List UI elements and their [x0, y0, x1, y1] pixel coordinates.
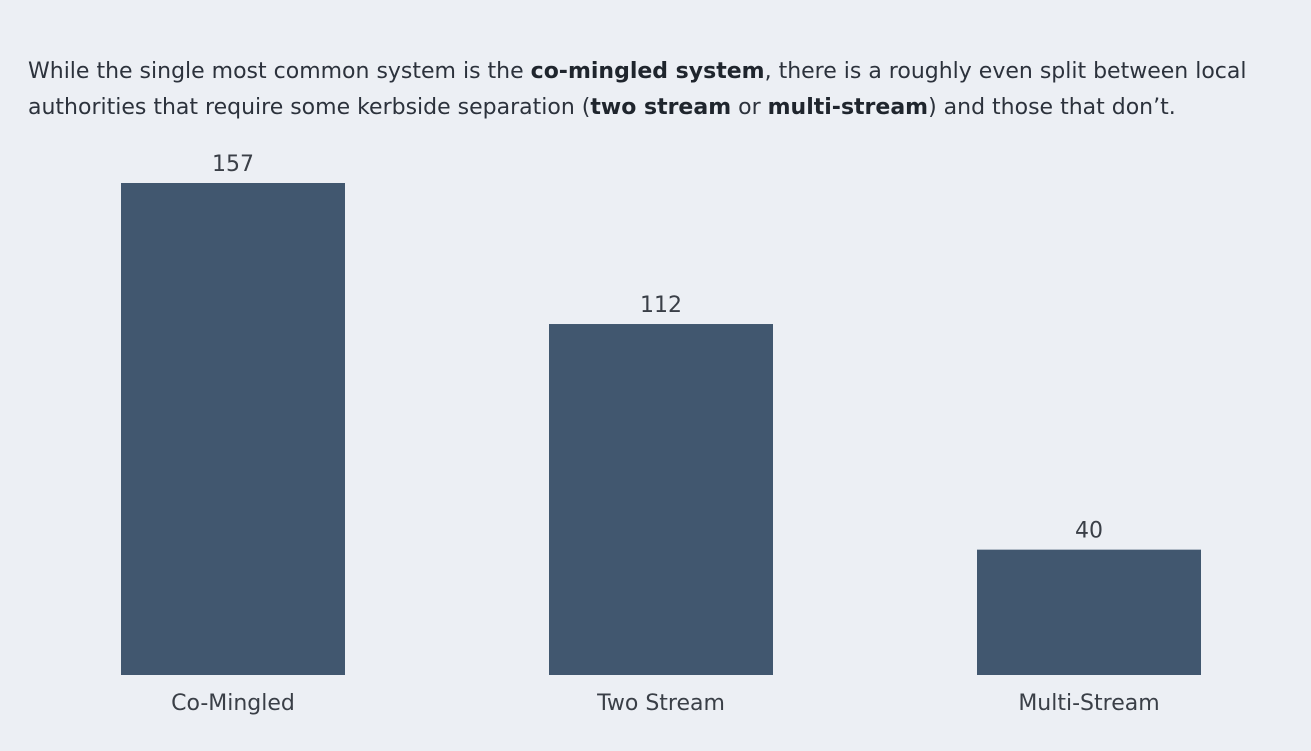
description-part-bold: multi-stream — [767, 95, 929, 120]
description-part: ) and those that don’t. — [928, 95, 1176, 120]
bar — [977, 549, 1201, 675]
description-part: or — [731, 95, 768, 120]
bar-value-label: 40 — [1075, 519, 1103, 544]
description-part: , there is a roughly even split between … — [28, 59, 1247, 120]
category-label: Two Stream — [596, 691, 725, 716]
description-part-bold: co-mingled system — [530, 59, 765, 84]
bar — [121, 183, 345, 675]
category-label: Multi-Stream — [1018, 691, 1159, 716]
chart-description: While the single most common system is t… — [28, 54, 1288, 126]
category-label: Co-Mingled — [171, 691, 295, 716]
bar-value-label: 112 — [640, 293, 682, 318]
description-part-bold: two stream — [590, 95, 732, 120]
bar-value-label: 157 — [212, 152, 254, 177]
bar — [549, 324, 773, 675]
description-part: While the single most common system is t… — [28, 59, 531, 84]
